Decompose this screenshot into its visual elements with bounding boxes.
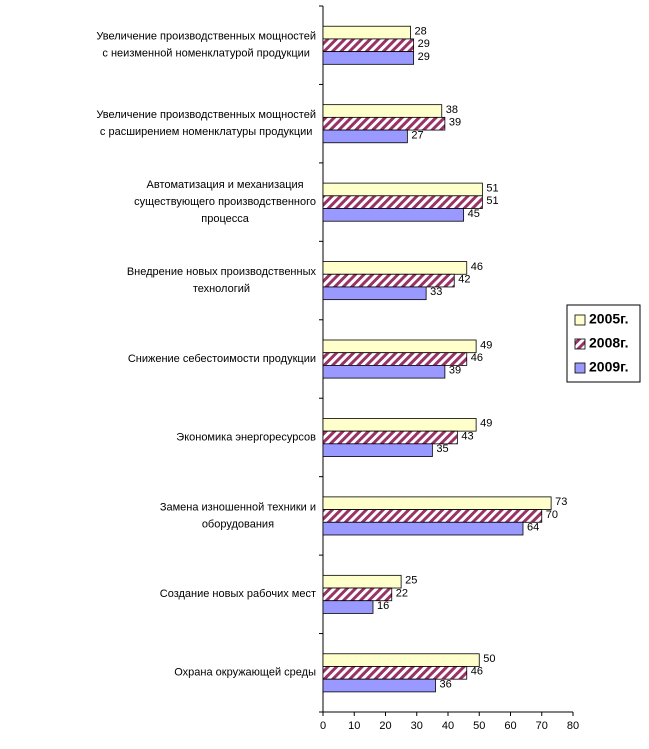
category-label: Создание новых рабочих мест	[160, 588, 316, 600]
value-label: 73	[555, 496, 567, 508]
category-label: Замена изношенной техники и	[160, 501, 316, 513]
x-tick-label: 30	[411, 720, 423, 732]
bar	[322, 653, 480, 667]
value-label: 46	[471, 261, 483, 273]
category-label: Увеличение производственных мощностей	[96, 109, 316, 121]
x-tick-label: 40	[442, 720, 454, 732]
category-label: Охрана окружающей среды	[174, 667, 316, 679]
value-label: 28	[415, 25, 427, 37]
bar	[322, 195, 483, 209]
bar	[322, 129, 408, 144]
value-label: 27	[411, 129, 423, 141]
x-tick-label: 10	[348, 720, 360, 732]
value-label: 22	[396, 587, 408, 599]
value-label: 33	[430, 286, 442, 298]
category-label: существующего производственного	[134, 196, 316, 208]
category-label: оборудования	[202, 518, 274, 530]
x-tick-label: 0	[320, 720, 326, 732]
value-label: 38	[446, 104, 458, 116]
category-label: технологий	[193, 283, 250, 295]
bar	[322, 364, 446, 379]
bar	[322, 261, 468, 275]
bar	[322, 521, 524, 536]
bar	[322, 51, 415, 65]
x-tick-label: 70	[536, 720, 548, 732]
value-label: 39	[449, 365, 461, 377]
bar	[322, 430, 458, 445]
value-label: 70	[546, 509, 558, 521]
value-label: 29	[418, 38, 430, 50]
bar	[322, 273, 455, 288]
category-label: Автоматизация и механизация	[147, 179, 304, 191]
bar	[322, 352, 468, 366]
bar	[322, 182, 483, 197]
bar	[322, 443, 433, 457]
value-label: 43	[461, 430, 473, 442]
value-label: 16	[377, 600, 389, 612]
category-label: Увеличение производственных мощностей	[96, 31, 316, 43]
bar	[322, 339, 477, 354]
bar	[322, 587, 393, 602]
value-label: 39	[449, 117, 461, 129]
bar	[322, 38, 415, 53]
value-label: 29	[418, 51, 430, 63]
value-label: 46	[471, 352, 483, 364]
bar	[322, 418, 477, 432]
value-label: 46	[471, 666, 483, 678]
value-label: 49	[480, 339, 492, 351]
value-label: 45	[468, 208, 480, 220]
x-tick-label: 50	[473, 720, 485, 732]
legend-swatch	[574, 314, 586, 326]
bar	[322, 208, 465, 222]
legend-label: 2009г.	[589, 359, 628, 375]
legend-swatch	[574, 338, 586, 350]
value-label: 49	[480, 418, 492, 430]
legend-swatch	[574, 362, 586, 374]
bar	[322, 496, 552, 510]
bar	[322, 600, 374, 614]
category-label: Экономика энергоресурсов	[176, 431, 316, 443]
value-label: 51	[486, 195, 498, 207]
value-label: 42	[458, 274, 470, 286]
value-label: 36	[440, 678, 452, 690]
bar	[322, 104, 443, 118]
value-label: 25	[405, 575, 417, 587]
bar	[322, 574, 402, 589]
bar	[322, 678, 436, 693]
legend-label: 2005г.	[589, 311, 628, 327]
category-label: с расширением номенклатуры продукции	[100, 126, 313, 138]
bar	[322, 25, 411, 40]
bar	[322, 286, 427, 301]
x-tick-label: 60	[504, 720, 516, 732]
bar	[322, 509, 543, 523]
x-tick-label: 20	[379, 720, 391, 732]
value-label: 51	[486, 182, 498, 194]
category-label: с неизменной номенклатурой продукции	[102, 48, 310, 60]
x-tick-label: 80	[567, 720, 579, 732]
category-label: процесса	[201, 213, 249, 225]
bar	[322, 666, 468, 680]
value-label: 50	[483, 653, 495, 665]
value-label: 35	[436, 443, 448, 455]
bar	[322, 116, 446, 131]
category-label: Снижение себестоимости продукции	[128, 353, 316, 365]
value-label: 64	[527, 522, 539, 534]
legend-label: 2008г.	[589, 335, 628, 351]
category-label: Внедрение новых производственных	[127, 266, 317, 278]
